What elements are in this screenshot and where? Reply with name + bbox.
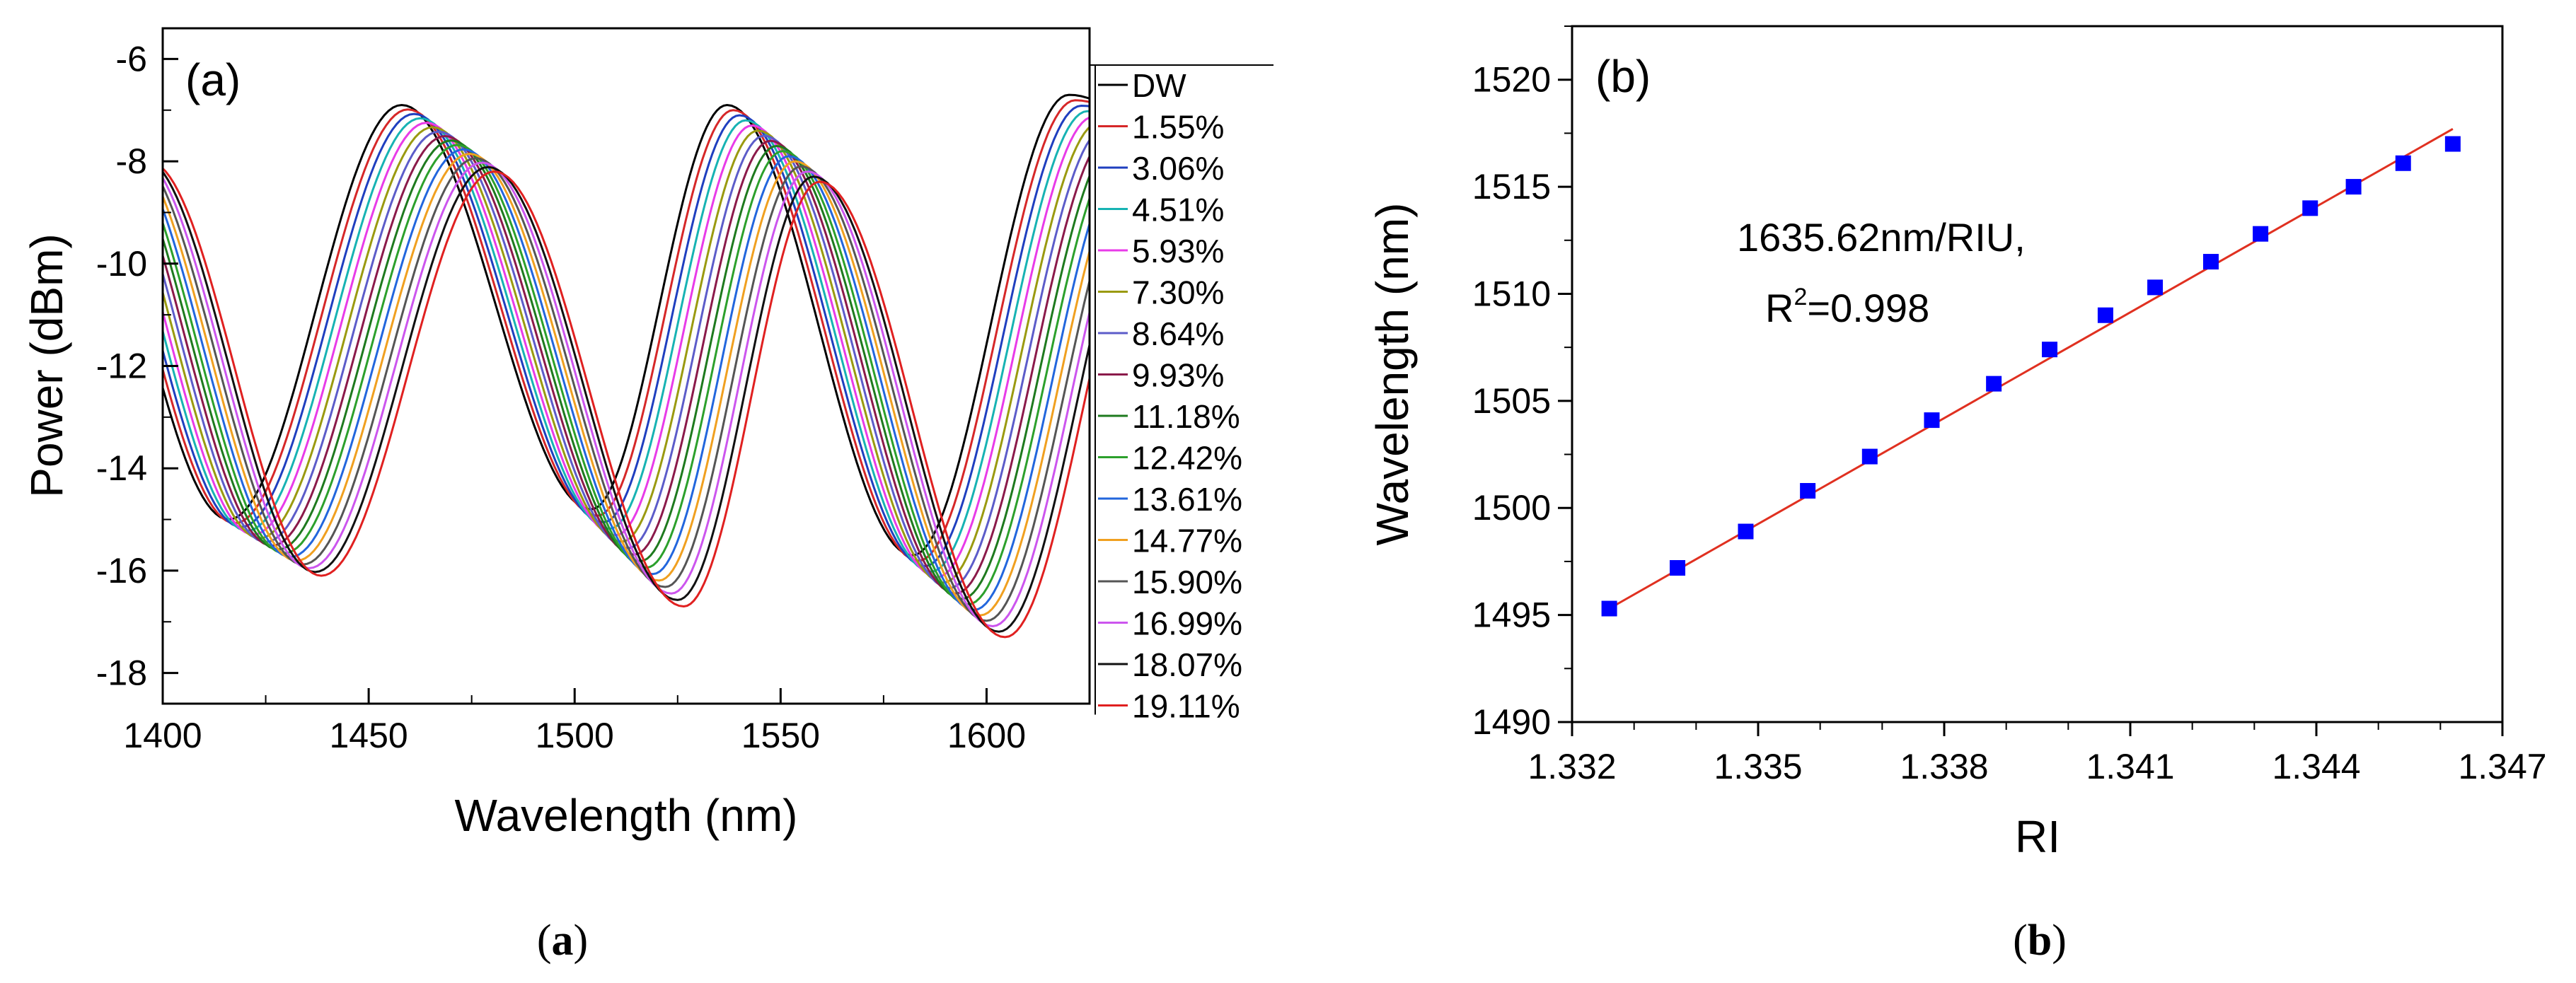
panel-a-legend-entry: 11.18% — [1132, 398, 1240, 435]
panel-b-data-point — [1861, 448, 1878, 465]
panel-b-data-point — [2444, 136, 2461, 152]
panel-a-y-ticks: -6 -8 -10 -12 -14 -16 -18 — [96, 39, 178, 693]
panel-a-series-line — [163, 104, 1090, 568]
panel-b-x-tick-label: 1.341 — [2086, 747, 2174, 786]
panel-a-series-group — [163, 93, 1090, 639]
panel-b-caption: (b) — [2013, 917, 2067, 965]
panel-b-annotation-r2: R2=0.998 — [1765, 284, 1929, 330]
panel-a-series-line — [163, 134, 1090, 595]
panel-a-y-tick-label: -16 — [96, 551, 147, 591]
panel-a-legend-entry: 15.90% — [1132, 564, 1242, 600]
panel-a-legend-entry: 4.51% — [1132, 192, 1224, 228]
panel-a-series-line — [163, 130, 1090, 590]
panel-a-legend-entry: 5.93% — [1132, 233, 1224, 269]
panel-a-legend-entry: 14.77% — [1132, 523, 1242, 559]
panel-b-x-axis-label: RI — [2015, 811, 2060, 862]
panel-b-x-tick-label: 1.335 — [1714, 747, 1802, 786]
panel-b-y-tick-label: 1510 — [1472, 274, 1551, 313]
panel-b-chart: 1.332 1.335 1.338 1.341 1.344 1.347 149014951… — [1367, 25, 2547, 965]
panel-b-data-point — [2345, 179, 2362, 195]
panel-a-series-line — [163, 93, 1090, 557]
panel-a-y-tick-label: -6 — [116, 39, 147, 78]
panel-b-data-point — [1601, 600, 1617, 617]
panel-a-series-line — [163, 152, 1090, 617]
panel-a-x-ticks: 1400 1450 1500 1550 1600 — [123, 688, 1026, 755]
panel-b-x-tick-label: 1.347 — [2458, 747, 2546, 786]
panel-b-x-tick-label: 1.338 — [1900, 747, 1988, 786]
panel-a-y-axis-label: Power (dBm) — [21, 233, 72, 497]
panel-a-series-line — [163, 167, 1090, 639]
panel-b-fit-line — [1608, 128, 2454, 610]
panel-a-legend-entry: 19.11% — [1132, 688, 1240, 725]
panel-a-y-tick-label: -14 — [96, 448, 147, 488]
panel-b-y-ticks: 1490 1495 1500 1505 1510 1515 1520 — [1472, 25, 1572, 742]
panel-a-series-line — [163, 165, 1090, 633]
panel-a-x-axis-label: Wavelength (nm) — [455, 790, 798, 841]
panel-b-data-point — [2395, 155, 2411, 171]
panel-a-legend: DW 1.55% 3.06% 4.51% 5.93% 7.30% 8.64% 9.93% 11.… — [1090, 64, 1273, 725]
panel-a-y-tick-label: -8 — [116, 141, 147, 181]
panel-a-legend-entry: 1.55% — [1132, 109, 1224, 146]
panel-b-y-tick-label: 1490 — [1472, 702, 1551, 742]
panel-b-data-point — [1924, 412, 1940, 429]
panel-b-points-group — [1601, 136, 2461, 617]
panel-a-x-tick-label: 1450 — [329, 716, 408, 755]
panel-a-x-tick-label: 1500 — [536, 716, 614, 755]
panel-a-legend-entry: 7.30% — [1132, 274, 1224, 311]
panel-b-x-tick-label: 1.344 — [2272, 747, 2360, 786]
panel-a-legend-entry: 13.61% — [1132, 481, 1242, 518]
panel-a-series-line — [163, 110, 1090, 573]
panel-a-y-tick-label: -18 — [96, 653, 147, 693]
panel-a-caption: (a) — [537, 917, 588, 965]
panel-a-legend-entry: 16.99% — [1132, 605, 1242, 642]
panel-a-y-tick-label: -12 — [96, 347, 147, 386]
panel-b-y-tick-label: 1520 — [1472, 60, 1551, 100]
panel-a-chart: 1400 1450 1500 1550 1600 -6 -8 -10 -12 -14 -16 -18… — [21, 27, 1273, 965]
panel-a-series-line — [163, 139, 1090, 600]
panel-b-data-point — [2097, 307, 2113, 323]
panel-a-legend-entry: 8.64% — [1132, 315, 1224, 352]
panel-b-annotation-slope: 1635.62nm/RIU, — [1737, 215, 2026, 260]
panel-b-data-point — [2147, 279, 2164, 296]
panel-a-series-line — [163, 144, 1090, 606]
panel-b-data-point — [2042, 342, 2058, 358]
panel-a-x-tick-label: 1600 — [947, 716, 1026, 755]
panel-b-data-point — [1800, 483, 1816, 499]
panel-a-legend-entry: 3.06% — [1132, 150, 1224, 187]
panel-b-label: (b) — [1595, 51, 1651, 102]
panel-a-series-line — [163, 99, 1090, 562]
panel-b-data-point — [1670, 560, 1686, 576]
panel-b-plot-frame — [1571, 25, 2504, 723]
panel-a-legend-entry: 18.07% — [1132, 646, 1242, 683]
panel-a-x-tick-label: 1550 — [741, 716, 820, 755]
panel-b-x-tick-label: 1.332 — [1527, 747, 1616, 786]
panel-b-y-tick-label: 1505 — [1472, 381, 1551, 421]
panel-a-legend-entry: 9.93% — [1132, 357, 1224, 394]
panel-b-x-ticks: 1.332 1.335 1.338 1.341 1.344 1.347 — [1527, 722, 2547, 786]
panel-a-x-tick-label: 1400 — [123, 716, 202, 755]
panel-b-data-point — [2253, 226, 2269, 242]
panel-a-legend-entry: 12.42% — [1132, 440, 1242, 477]
panel-b-data-point — [2202, 254, 2219, 270]
panel-a-series-line — [163, 125, 1090, 584]
panel-b-y-tick-label: 1495 — [1472, 595, 1551, 635]
panel-a-y-tick-label: -10 — [96, 244, 147, 284]
panel-b-data-point — [1738, 523, 1754, 540]
panel-b-y-tick-label: 1515 — [1472, 167, 1551, 207]
panel-a-series-line — [163, 148, 1090, 611]
panel-a-series-line — [163, 157, 1090, 622]
panel-b-data-point — [1986, 376, 2002, 392]
panel-a-legend-entry: DW — [1132, 67, 1186, 104]
panel-b-y-tick-label: 1500 — [1472, 488, 1551, 528]
panel-a-series-line — [163, 161, 1090, 628]
panel-b-y-axis-label: Wavelength (nm) — [1367, 203, 1418, 546]
panel-a-label: (a) — [185, 54, 241, 105]
panel-a-series-line — [163, 116, 1090, 578]
panel-b-data-point — [2302, 200, 2318, 216]
